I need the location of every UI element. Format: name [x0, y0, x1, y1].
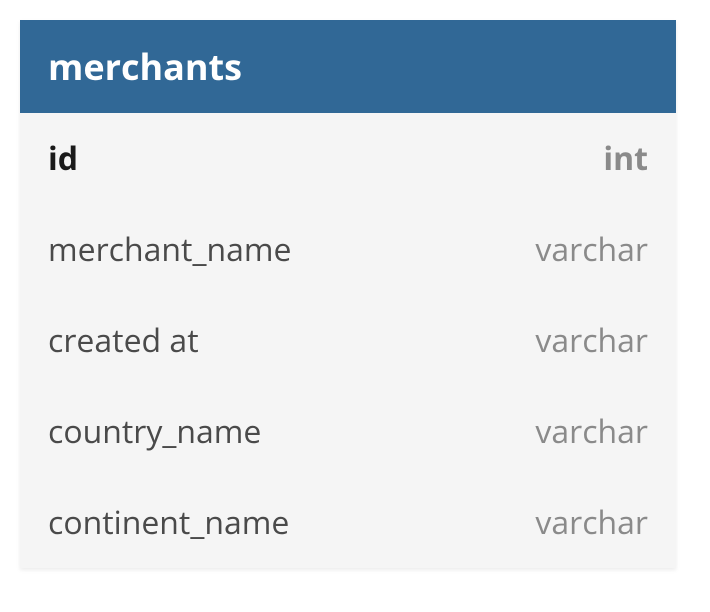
db-column-row: id int: [20, 113, 676, 204]
db-column-name: merchant_name: [48, 228, 291, 271]
db-table-card: merchants id int merchant_name varchar c…: [20, 20, 676, 568]
db-column-name: created at: [48, 319, 199, 362]
db-column-name: continent_name: [48, 501, 289, 544]
db-column-type: int: [603, 137, 648, 180]
db-column-row: continent_name varchar: [20, 477, 676, 568]
db-column-type: varchar: [535, 228, 648, 271]
db-column-type: varchar: [535, 319, 648, 362]
db-column-row: country_name varchar: [20, 386, 676, 477]
db-table-title: merchants: [48, 42, 648, 91]
db-table-body: id int merchant_name varchar created at …: [20, 113, 676, 568]
db-table-header: merchants: [20, 20, 676, 113]
db-column-type: varchar: [535, 410, 648, 453]
db-column-type: varchar: [535, 501, 648, 544]
db-column-name: id: [48, 137, 78, 180]
db-column-name: country_name: [48, 410, 261, 453]
db-column-row: created at varchar: [20, 295, 676, 386]
db-column-row: merchant_name varchar: [20, 204, 676, 295]
